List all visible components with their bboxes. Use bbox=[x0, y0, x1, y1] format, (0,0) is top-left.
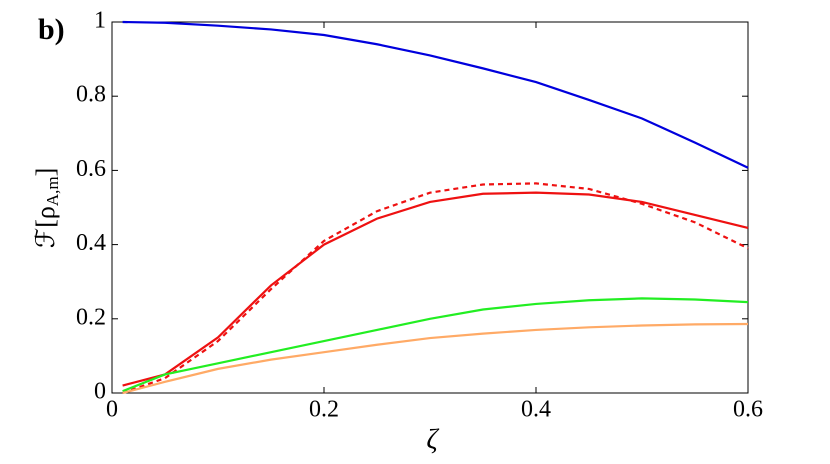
y-label-part: ℱ[ρ bbox=[31, 206, 60, 248]
y-tick-label: 0.8 bbox=[76, 82, 106, 108]
x-tick-label: 0 bbox=[106, 397, 118, 423]
x-tick-label: 0.6 bbox=[733, 397, 763, 423]
y-tick-label: 0.6 bbox=[76, 156, 106, 182]
y-tick-label: 0 bbox=[94, 379, 106, 405]
x-axis-label: ζ bbox=[426, 424, 439, 455]
y-label-part: ] bbox=[31, 168, 60, 177]
series-line bbox=[122, 322, 749, 395]
panel-label: b) bbox=[38, 13, 65, 46]
y-axis-label: ℱ[ρA,m] bbox=[31, 168, 62, 249]
y-tick-label: 0.2 bbox=[76, 304, 106, 330]
x-tick-label: 0.4 bbox=[521, 397, 551, 423]
x-tick-label: 0.2 bbox=[309, 397, 339, 423]
y-label-sub: A,m bbox=[43, 176, 62, 206]
series-line bbox=[122, 20, 749, 169]
series-line bbox=[122, 297, 749, 393]
y-tick-label: 0.4 bbox=[76, 230, 106, 256]
series-line bbox=[122, 191, 749, 387]
plot-frame bbox=[111, 21, 749, 394]
series-line bbox=[122, 182, 749, 395]
y-tick-label: 1 bbox=[94, 8, 106, 34]
